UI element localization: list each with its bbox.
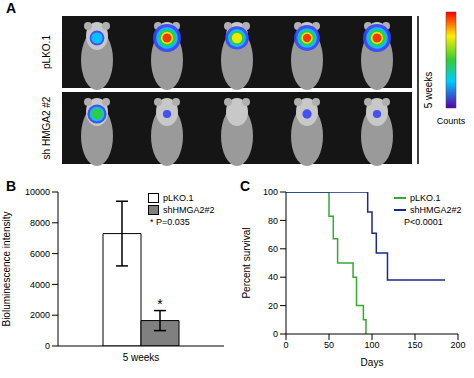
html-text:shHMGA2#2: shHMGA2#2 <box>410 205 462 215</box>
svg-text:4000: 4000 <box>30 280 50 290</box>
html-text:P<0.0001: P<0.0001 <box>404 217 443 227</box>
svg-text:2000: 2000 <box>30 310 50 320</box>
svg-text:Bioluminescence intensity: Bioluminescence intensity <box>1 211 12 326</box>
html-text:B: B <box>6 178 17 194</box>
svg-text:0: 0 <box>283 340 288 350</box>
svg-text:150: 150 <box>407 340 422 350</box>
svg-text:100: 100 <box>263 187 278 197</box>
svg-text:6000: 6000 <box>30 249 50 259</box>
svg-text:*: * <box>157 296 163 312</box>
svg-text:5 weeks: 5 weeks <box>123 352 160 363</box>
svg-text:0: 0 <box>45 341 50 351</box>
svg-text:0: 0 <box>273 329 278 339</box>
svg-text:Counts: Counts <box>437 116 466 126</box>
svg-text:pLKO.1: pLKO.1 <box>41 35 52 69</box>
svg-text:Percent survival: Percent survival <box>241 227 252 298</box>
svg-text:200: 200 <box>450 340 465 350</box>
html-text:shHMGA2#2: shHMGA2#2 <box>163 205 215 215</box>
svg-text:80: 80 <box>268 216 278 226</box>
svg-text:5 weeks: 5 weeks <box>423 72 434 109</box>
svg-text:Days: Days <box>361 357 384 368</box>
svg-text:8000: 8000 <box>30 218 50 228</box>
svg-text:40: 40 <box>268 272 278 282</box>
svg-text:60: 60 <box>268 244 278 254</box>
svg-text:20: 20 <box>268 301 278 311</box>
svg-text:100: 100 <box>364 340 379 350</box>
html-text:* P=0.035: * P=0.035 <box>150 217 190 227</box>
svg-text:sh HMGA2 #2: sh HMGA2 #2 <box>41 96 52 159</box>
html-text:pLKO.1: pLKO.1 <box>410 193 441 203</box>
html-text:pLKO.1: pLKO.1 <box>163 193 194 203</box>
svg-text:50: 50 <box>324 340 334 350</box>
html-text:C: C <box>240 178 251 194</box>
svg-text:10000: 10000 <box>25 187 50 197</box>
svg-text:A: A <box>6 0 16 16</box>
